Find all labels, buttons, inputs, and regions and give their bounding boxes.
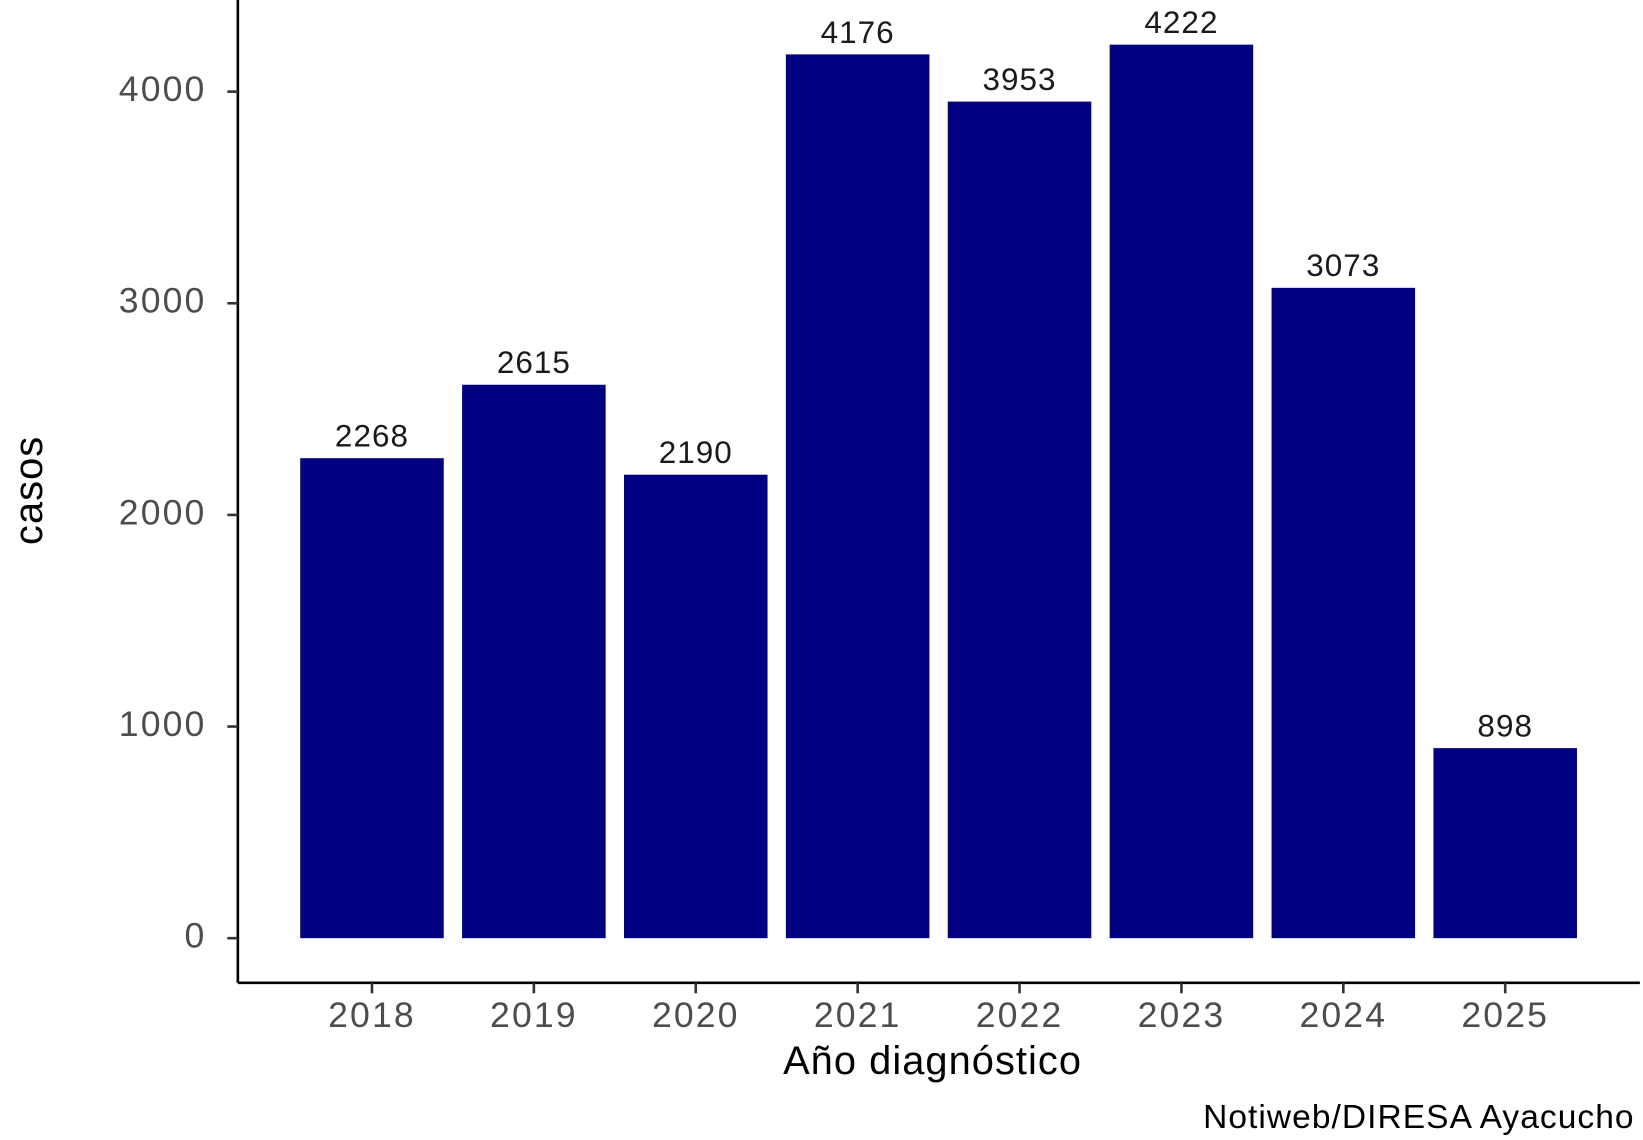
y-tick-label: 1000 xyxy=(119,704,207,744)
value-label: 4222 xyxy=(1144,5,1218,40)
y-tick-label: 3000 xyxy=(119,281,207,321)
y-tick-label: 4000 xyxy=(119,69,207,109)
bar xyxy=(1433,748,1577,939)
bar xyxy=(462,384,606,939)
value-label: 4176 xyxy=(821,15,895,50)
bar xyxy=(300,458,444,939)
value-label: 3073 xyxy=(1306,248,1380,283)
x-tick-label: 2025 xyxy=(1461,995,1549,1035)
x-tick-label: 2022 xyxy=(976,995,1064,1035)
y-tick-label: 0 xyxy=(185,916,207,956)
x-tick-label: 2021 xyxy=(814,995,902,1035)
value-label: 2615 xyxy=(497,345,571,380)
bar xyxy=(1271,287,1416,939)
y-axis-title: casos xyxy=(7,436,51,545)
x-axis-title: Año diagnóstico xyxy=(783,1039,1082,1083)
value-label: 3953 xyxy=(982,62,1056,97)
x-tick-label: 2024 xyxy=(1300,995,1388,1035)
x-tick-label: 2023 xyxy=(1138,995,1226,1035)
bar xyxy=(947,101,1092,939)
value-label: 2190 xyxy=(659,435,733,470)
bar xyxy=(785,54,930,939)
x-tick-label: 2018 xyxy=(328,995,416,1035)
value-label: 898 xyxy=(1477,709,1533,744)
bar xyxy=(1109,44,1254,939)
caption: Notiweb/DIRESA Ayacucho xyxy=(1203,1099,1634,1136)
x-tick-label: 2020 xyxy=(652,995,740,1035)
y-tick-label: 2000 xyxy=(119,492,207,532)
value-label: 2268 xyxy=(335,419,409,454)
x-tick-label: 2019 xyxy=(490,995,578,1035)
bar xyxy=(623,474,768,939)
